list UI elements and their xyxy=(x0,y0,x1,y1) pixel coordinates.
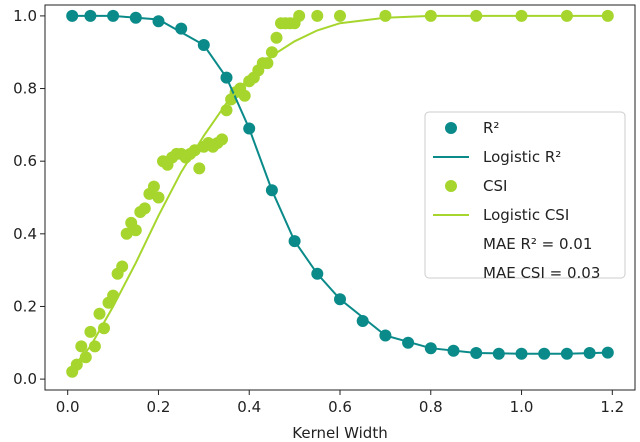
data-point-csi xyxy=(138,202,151,215)
y-tick-label: 0.4 xyxy=(13,225,37,243)
data-point-csi xyxy=(311,9,324,22)
data-point-csi xyxy=(129,224,142,237)
data-point-csi xyxy=(98,322,110,335)
data-point-csi xyxy=(293,9,306,22)
data-point-csi xyxy=(265,46,278,59)
data-point-csi xyxy=(93,307,106,320)
series-layer xyxy=(66,9,614,378)
legend: R² Logistic R² CSI Logistic CSI MAE R² = 0.0… xyxy=(424,111,626,282)
x-tick-label: 1.2 xyxy=(600,398,624,416)
data-point-r2 xyxy=(356,315,369,327)
x-tick-label: 0.4 xyxy=(237,398,261,416)
x-tick-label: 0.0 xyxy=(56,398,80,416)
y-tick-label: 0.8 xyxy=(13,80,37,98)
data-point-csi xyxy=(238,89,251,102)
data-point-csi xyxy=(270,31,283,44)
data-point-csi xyxy=(120,227,133,240)
y-tick-label: 0.2 xyxy=(13,297,37,315)
x-tick-label: 0.8 xyxy=(419,398,443,416)
legend-entry-label: Logistic R² xyxy=(483,148,561,166)
y-tick-label: 0.0 xyxy=(13,370,37,388)
legend-box xyxy=(424,111,626,279)
series-line-logistic-r2 xyxy=(72,14,608,355)
x-tick-label: 1.0 xyxy=(510,398,534,416)
legend-entry-label: CSI xyxy=(483,177,507,195)
data-point-csi xyxy=(147,180,160,193)
y-tick-label: 1.0 xyxy=(13,7,37,25)
legend-marker-dot xyxy=(445,180,457,192)
data-point-csi xyxy=(75,340,88,353)
x-axis-label: Kernel Width xyxy=(292,424,387,442)
data-point-csi xyxy=(84,325,97,338)
data-point-csi xyxy=(334,9,346,22)
legend-entry-label: MAE R² = 0.01 xyxy=(483,235,592,253)
data-point-csi xyxy=(216,133,228,146)
data-point-csi xyxy=(116,260,129,273)
x-tick-label: 0.6 xyxy=(328,398,352,416)
y-tick-label: 0.6 xyxy=(13,152,37,170)
x-tick-label: 0.2 xyxy=(147,398,171,416)
tick-layer: 0.0 0.2 0.4 0.6 0.8 1.0 1.2 0.0 0.2 0.4 0.6 0.8 1.0 xyxy=(13,7,624,416)
legend-marker-dot xyxy=(445,122,457,134)
data-point-csi xyxy=(193,162,206,175)
series-line-logistic-csi xyxy=(71,14,608,369)
legend-entry-label: Logistic CSI xyxy=(483,206,569,224)
data-point-csi xyxy=(261,57,274,70)
data-point-csi xyxy=(379,9,392,22)
data-point-csi xyxy=(152,191,165,204)
legend-entry-label: R² xyxy=(483,119,499,137)
legend-entry-label: MAE CSI = 0.03 xyxy=(483,264,600,282)
